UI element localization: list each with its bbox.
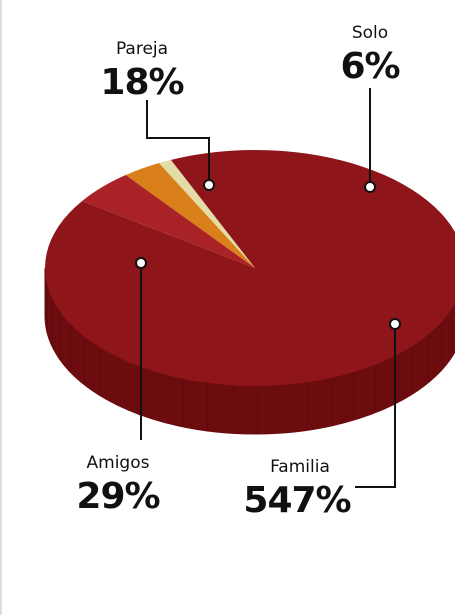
leader-line xyxy=(355,324,396,488)
leader-line xyxy=(146,100,210,185)
category-label: Solo xyxy=(352,23,388,43)
pie-slice xyxy=(125,163,255,268)
pie-slice xyxy=(82,175,256,268)
value-label: 29% xyxy=(76,476,159,517)
leaders xyxy=(135,88,401,488)
leader-dot xyxy=(203,179,215,191)
pie-slice xyxy=(159,159,255,268)
leader-dot xyxy=(135,257,147,269)
category-label: Familia xyxy=(270,457,330,477)
pie xyxy=(44,150,455,435)
value-label: 6% xyxy=(340,46,399,87)
category-label: Amigos xyxy=(87,453,150,473)
value-label: 547% xyxy=(243,480,350,521)
category-label: Pareja xyxy=(116,39,168,59)
pie-slice xyxy=(45,150,455,386)
leader-dot xyxy=(364,181,376,193)
value-label: 18% xyxy=(100,62,183,103)
leader-dot xyxy=(389,318,401,330)
